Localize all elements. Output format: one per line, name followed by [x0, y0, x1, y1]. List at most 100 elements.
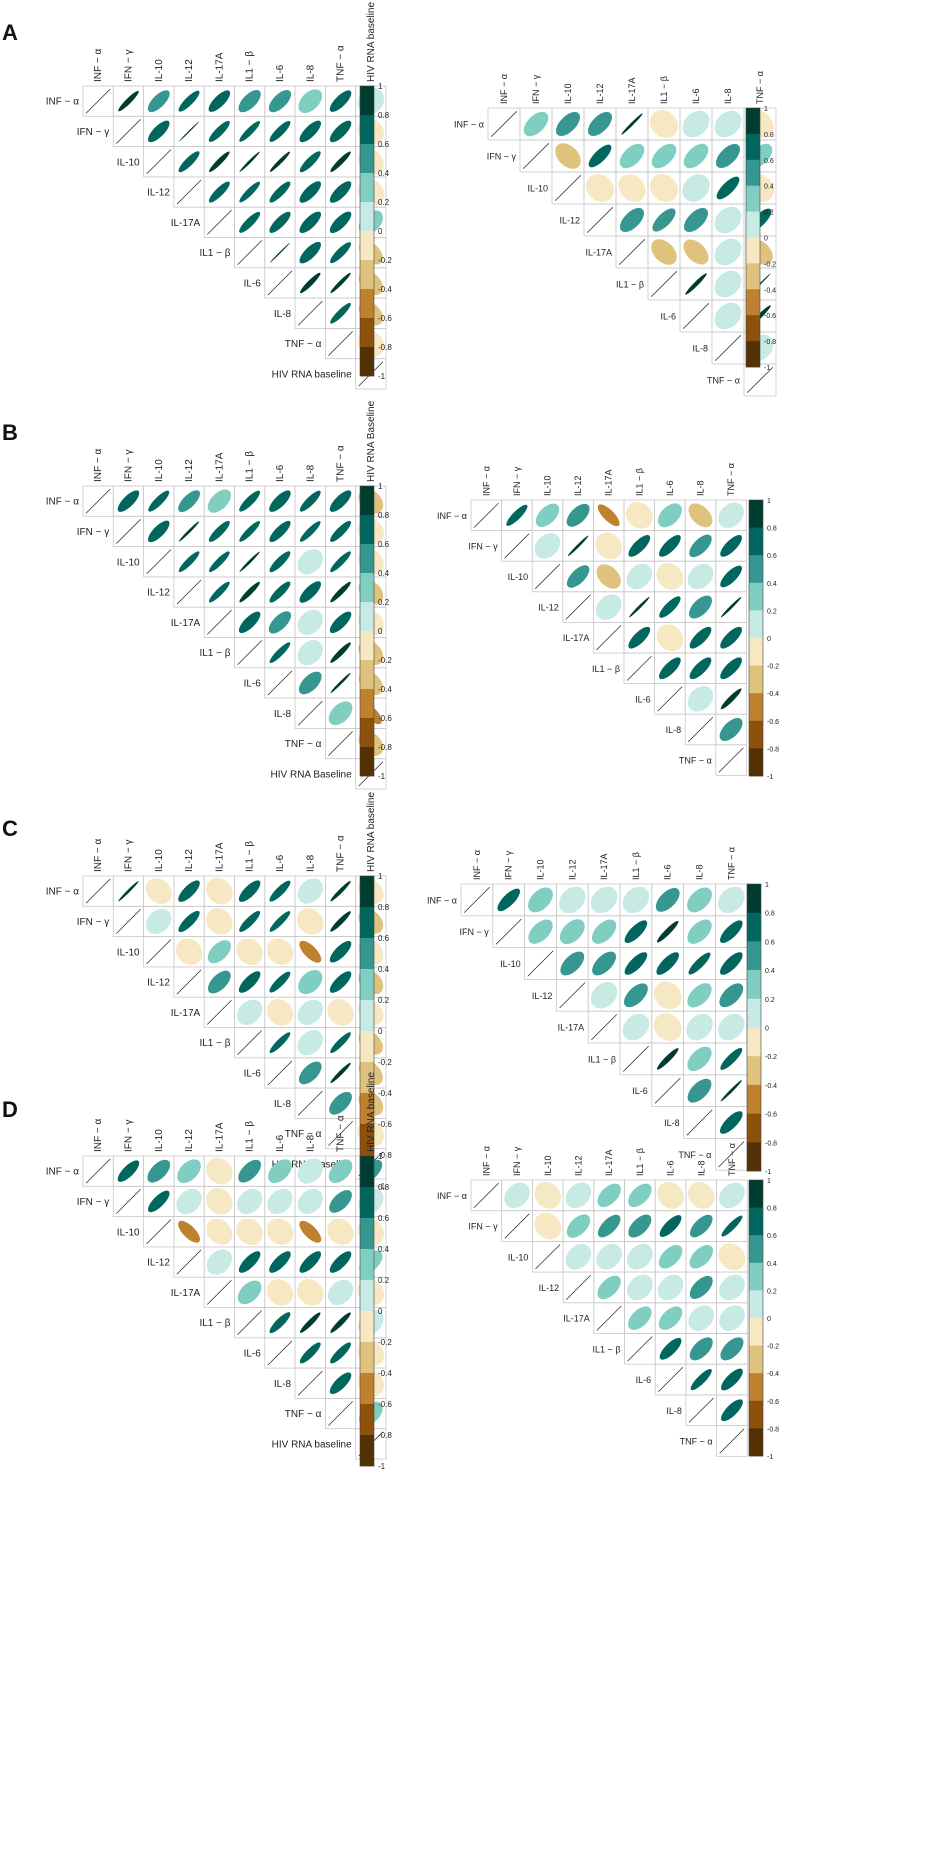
correlation-matrix-a-right: INF − α IFN − γ IL-10 IL-12 IL-17A IL1 − β IL-… — [454, 71, 777, 397]
column-label: INF − α — [481, 1146, 491, 1176]
column-label: IL-17A — [604, 469, 614, 496]
column-label: IL1 − β — [635, 1148, 645, 1176]
column-label: IFN − γ — [123, 49, 134, 82]
correlation-ellipse — [716, 144, 740, 168]
diagonal-line — [146, 1219, 172, 1245]
correlation-ellipse — [720, 626, 742, 649]
row-label: IFN − γ — [460, 927, 490, 937]
correlation-ellipse — [535, 503, 560, 528]
correlation-ellipse — [207, 940, 231, 964]
colorbar-tick-label: -1 — [765, 1169, 771, 1176]
diagonal-line — [297, 1370, 323, 1396]
correlation-ellipse — [689, 534, 712, 558]
correlation-ellipse — [236, 938, 263, 965]
correlation-ellipse — [269, 581, 291, 603]
colorbar-tick-label: 0.4 — [378, 965, 390, 974]
colorbar-tick-label: -1 — [378, 772, 386, 781]
correlation-ellipse — [622, 1013, 650, 1041]
colorbar-segment — [749, 665, 763, 694]
row-label: IL-10 — [508, 1252, 529, 1262]
colorbar-segment — [360, 486, 374, 516]
colorbar-segment — [747, 1113, 761, 1143]
colorbar-segment — [360, 602, 374, 632]
correlation-ellipse — [687, 983, 712, 1008]
row-label: IL-12 — [147, 188, 170, 199]
colorbar-tick-label: 0.4 — [765, 968, 775, 975]
correlation-ellipse — [299, 521, 321, 542]
colorbar-tick-label: -0.6 — [767, 719, 779, 726]
diagonal-line — [504, 533, 530, 559]
colorbar-tick-label: 0.4 — [378, 1245, 390, 1254]
row-label: IL-10 — [500, 959, 521, 969]
correlation-ellipse — [689, 1337, 713, 1361]
colorbar-tick-label: -1 — [378, 1462, 386, 1471]
diagonal-line — [85, 878, 111, 904]
panel-letter: D — [2, 1097, 18, 1122]
diagonal-line — [328, 1401, 353, 1426]
row-label: IL-6 — [632, 1086, 648, 1096]
column-label: IL-10 — [543, 475, 553, 496]
row-label: TNF − α — [679, 756, 712, 766]
column-label: IL-6 — [275, 464, 286, 482]
row-label: IFN − γ — [77, 527, 110, 538]
matrix-cell — [715, 744, 747, 776]
row-label: IL-10 — [117, 947, 140, 958]
diagonal-line — [718, 747, 744, 773]
column-label: IL-17A — [214, 1122, 225, 1152]
column-label: IL-8 — [695, 864, 705, 880]
diagonal-line — [714, 334, 742, 362]
colorbar-tick-label: -0.6 — [378, 714, 392, 723]
correlation-ellipse — [329, 1251, 352, 1273]
row-label: IL-12 — [539, 1283, 560, 1293]
row-label: IL-17A — [171, 1008, 201, 1019]
correlation-ellipse — [147, 520, 170, 543]
correlation-ellipse — [146, 908, 172, 935]
correlation-ellipse — [559, 886, 586, 914]
colorbar-tick-label: -0.2 — [378, 1338, 392, 1347]
diagonal-line — [688, 1397, 714, 1423]
row-label: INF − α — [437, 511, 467, 521]
correlation-ellipse — [208, 181, 230, 203]
diagonal-line — [596, 625, 622, 651]
row-label: IFN − γ — [77, 1197, 110, 1208]
diagonal-line — [554, 174, 582, 202]
colorbar-segment — [749, 1235, 763, 1264]
correlation-ellipse — [720, 1337, 744, 1361]
correlation-ellipse — [238, 971, 261, 993]
diagonal-line — [490, 110, 518, 138]
correlation-ellipse — [720, 535, 742, 557]
colorbar-tick-label: -0.2 — [765, 1054, 777, 1061]
correlation-ellipse — [624, 952, 648, 975]
diagonal-line — [176, 1249, 202, 1275]
row-label: INF − α — [46, 97, 80, 108]
column-label: TNF − α — [726, 463, 736, 496]
correlation-ellipse — [178, 490, 201, 513]
row-label: IL1 − β — [593, 1344, 621, 1354]
correlation-ellipse — [208, 120, 230, 142]
correlation-ellipse — [714, 110, 742, 138]
correlation-ellipse — [269, 551, 291, 573]
column-label: IL-12 — [184, 459, 195, 482]
correlation-ellipse — [658, 1245, 683, 1269]
diagonal-line — [535, 564, 560, 589]
colorbar-tick-label: -0.8 — [767, 746, 779, 753]
correlation-ellipse — [269, 971, 291, 993]
row-label: IL-8 — [274, 309, 292, 320]
correlation-ellipse — [659, 535, 681, 557]
correlation-ellipse — [238, 611, 261, 634]
diagonal-line — [591, 1014, 618, 1041]
correlation-ellipse — [330, 880, 351, 902]
row-label: IFN − γ — [468, 1222, 498, 1232]
correlation-ellipse — [238, 880, 261, 902]
colorbar-segment — [360, 573, 374, 603]
colorbar-segment — [747, 1056, 761, 1086]
colorbar-segment — [360, 260, 374, 290]
colorbar-tick-label: 0.6 — [764, 158, 774, 165]
colorbar-segment — [360, 718, 374, 748]
correlation-ellipse — [714, 238, 742, 266]
correlation-ellipse — [504, 1182, 530, 1209]
correlation-ellipse — [588, 112, 612, 136]
correlation-ellipse — [559, 919, 585, 945]
correlation-ellipse — [239, 521, 260, 542]
row-label: IL-8 — [274, 1379, 292, 1390]
